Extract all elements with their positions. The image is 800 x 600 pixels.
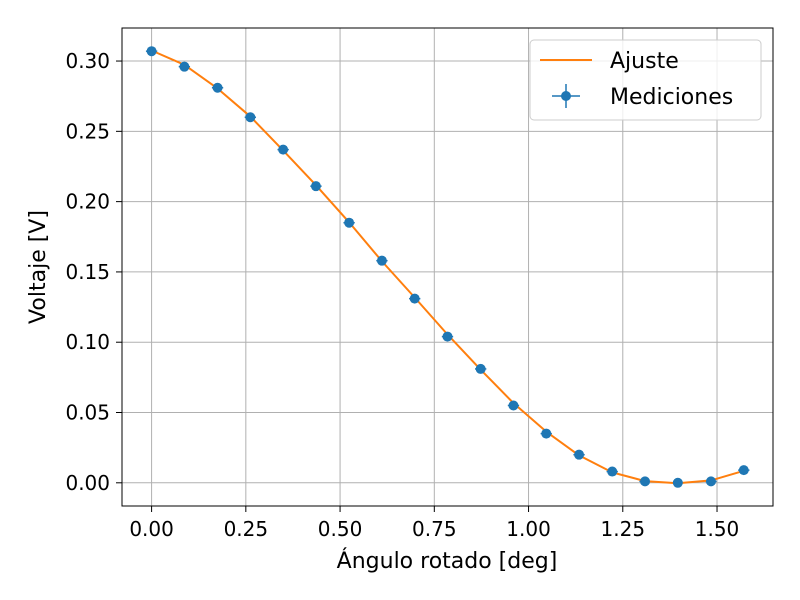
data-point [607, 466, 618, 477]
y-tick-label: 0.00 [65, 471, 110, 495]
y-axis: 0.00 0.05 0.10 0.15 0.20 0.25 0.30 [65, 49, 122, 495]
data-point [475, 363, 486, 374]
data-point [245, 112, 256, 123]
data-point [541, 428, 552, 439]
data-point [179, 61, 190, 72]
data-point [640, 476, 651, 487]
x-tick-label: 1.00 [506, 517, 551, 541]
y-axis-title: Voltaje [V] [26, 210, 51, 324]
legend: Ajuste Mediciones [529, 39, 762, 121]
data-point [442, 331, 453, 342]
data-point [705, 476, 716, 487]
legend-label-mediciones: Mediciones [610, 85, 733, 110]
y-tick-label: 0.20 [65, 190, 110, 214]
x-tick-label: 0.00 [129, 517, 174, 541]
x-tick-label: 1.25 [601, 517, 646, 541]
data-point [672, 477, 683, 488]
y-tick-label: 0.30 [65, 49, 110, 73]
y-tick-label: 0.25 [65, 119, 110, 143]
data-point [344, 217, 355, 228]
data-point [574, 449, 585, 460]
x-tick-label: 0.75 [412, 517, 457, 541]
data-point [376, 255, 387, 266]
x-tick-label: 1.50 [695, 517, 740, 541]
x-axis: 0.00 0.25 0.50 0.75 1.00 1.25 1.50 [129, 506, 739, 541]
x-tick-label: 0.25 [224, 517, 269, 541]
grid-lines [122, 28, 773, 506]
y-tick-label: 0.15 [65, 260, 110, 284]
legend-marker [561, 91, 571, 101]
legend-label-ajuste: Ajuste [610, 49, 679, 74]
x-tick-label: 0.50 [318, 517, 363, 541]
x-axis-title: Ángulo rotado [deg] [337, 548, 558, 574]
data-point [508, 400, 519, 411]
data-point [146, 46, 157, 57]
series-layer [145, 46, 750, 488]
data-point [310, 181, 321, 192]
data-point [278, 144, 289, 155]
y-tick-label: 0.05 [65, 401, 110, 425]
y-tick-label: 0.10 [65, 330, 110, 354]
data-point [212, 82, 223, 93]
data-point [409, 293, 420, 304]
data-point [738, 465, 749, 476]
plot-frame [121, 27, 774, 507]
